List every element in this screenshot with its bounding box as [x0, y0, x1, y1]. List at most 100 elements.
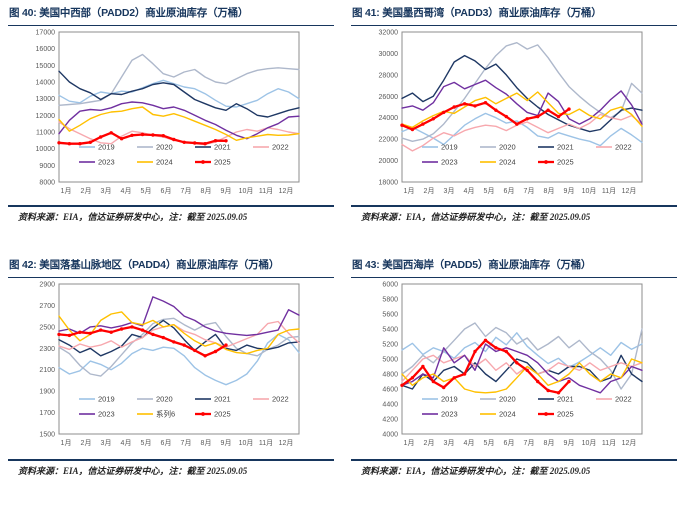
- title-rule: [8, 25, 334, 26]
- svg-text:1月: 1月: [61, 439, 72, 447]
- svg-text:2021: 2021: [557, 395, 574, 404]
- svg-text:4400: 4400: [382, 402, 398, 409]
- svg-text:4月: 4月: [464, 187, 475, 195]
- svg-text:1月: 1月: [61, 187, 72, 195]
- svg-text:1月: 1月: [404, 439, 415, 447]
- svg-text:3月: 3月: [101, 439, 112, 447]
- svg-text:20000: 20000: [379, 158, 399, 165]
- svg-text:2025: 2025: [557, 158, 574, 167]
- line-chart-padd4: 1500 1700 1900 2100 2300 2500 2700 2900 1月 2月 3月 4月…: [39, 282, 300, 447]
- svg-text:2020: 2020: [499, 143, 516, 152]
- line-chart-padd5: 4000 4200 4400 4600 4800 5000 5200 5400 5600 5800…: [382, 282, 643, 447]
- svg-text:26000: 26000: [379, 94, 399, 101]
- svg-text:2025: 2025: [214, 158, 231, 167]
- source-rule: [351, 205, 677, 207]
- source-note: 资料来源：EIA，信达证券研发中心，注：截至 2025.09.05: [361, 466, 591, 476]
- svg-text:18000: 18000: [379, 180, 399, 187]
- svg-text:12月: 12月: [622, 439, 637, 447]
- svg-text:2023: 2023: [98, 410, 115, 419]
- svg-text:2021: 2021: [214, 143, 231, 152]
- svg-text:9月: 9月: [564, 439, 575, 447]
- svg-text:2021: 2021: [214, 395, 231, 404]
- svg-text:2020: 2020: [156, 395, 173, 404]
- svg-text:7月: 7月: [524, 439, 535, 447]
- figure-title: 图 43: 美国西海岸（PADD5）商业原油库存（万桶）: [352, 259, 592, 271]
- svg-text:5200: 5200: [382, 342, 398, 349]
- svg-text:4600: 4600: [382, 387, 398, 394]
- svg-text:2019: 2019: [441, 395, 458, 404]
- svg-text:5月: 5月: [484, 439, 495, 447]
- panel-fig41: 图 41: 美国墨西哥湾（PADD3）商业原油库存（万桶） 18000 20000…: [343, 0, 686, 252]
- panel-fig42: 图 42: 美国落基山脉地区（PADD4）商业原油库存（万桶） 1500 1700…: [0, 252, 343, 505]
- svg-text:8月: 8月: [201, 439, 212, 447]
- panel-fig40: 图 40: 美国中西部（PADD2）商业原油库存（万桶） 8000 9000 100…: [0, 0, 343, 252]
- svg-text:2月: 2月: [424, 187, 435, 195]
- svg-text:13000: 13000: [36, 96, 56, 103]
- svg-text:4月: 4月: [464, 439, 475, 447]
- svg-text:8000: 8000: [39, 180, 55, 187]
- svg-text:2700: 2700: [39, 303, 55, 310]
- svg-text:2023: 2023: [441, 410, 458, 419]
- svg-text:8月: 8月: [544, 439, 555, 447]
- svg-text:2022: 2022: [272, 395, 289, 404]
- line-chart-padd2: 8000 9000 10000 11000 12000 13000 14000 15000 16…: [36, 30, 300, 195]
- svg-text:2022: 2022: [272, 143, 289, 152]
- source-rule: [351, 459, 677, 461]
- svg-text:2023: 2023: [441, 158, 458, 167]
- svg-text:2020: 2020: [156, 143, 173, 152]
- chart-area: 4000 4200 4400 4600 4800 5000 5200 5400 5600 5800…: [351, 281, 677, 458]
- svg-text:30000: 30000: [379, 51, 399, 58]
- svg-text:10月: 10月: [239, 187, 254, 195]
- svg-text:7月: 7月: [524, 187, 535, 195]
- svg-text:5月: 5月: [141, 187, 152, 195]
- svg-text:5月: 5月: [484, 187, 495, 195]
- svg-text:2月: 2月: [424, 439, 435, 447]
- svg-text:12月: 12月: [279, 187, 294, 195]
- svg-text:9月: 9月: [564, 187, 575, 195]
- svg-text:4月: 4月: [121, 187, 132, 195]
- source-note: 资料来源：EIA，信达证券研发中心，注：截至 2025.09.05: [361, 212, 591, 222]
- svg-text:4800: 4800: [382, 372, 398, 379]
- svg-text:6月: 6月: [504, 439, 515, 447]
- svg-text:2月: 2月: [81, 439, 92, 447]
- source-note: 资料来源：EIA，信达证券研发中心，注：截至 2025.09.05: [18, 212, 248, 222]
- svg-text:28000: 28000: [379, 72, 399, 79]
- svg-text:24000: 24000: [379, 115, 399, 122]
- svg-text:9月: 9月: [221, 439, 232, 447]
- title-rule: [8, 277, 334, 278]
- svg-text:3月: 3月: [444, 187, 455, 195]
- svg-text:3月: 3月: [444, 439, 455, 447]
- svg-text:2900: 2900: [39, 282, 55, 289]
- svg-text:10月: 10月: [582, 439, 597, 447]
- svg-text:2500: 2500: [39, 324, 55, 331]
- svg-text:12月: 12月: [279, 439, 294, 447]
- svg-text:6月: 6月: [161, 439, 172, 447]
- svg-text:5月: 5月: [141, 439, 152, 447]
- svg-text:2025: 2025: [557, 410, 574, 419]
- svg-text:2021: 2021: [557, 143, 574, 152]
- svg-text:2022: 2022: [615, 143, 632, 152]
- svg-text:2019: 2019: [441, 143, 458, 152]
- svg-text:6月: 6月: [161, 187, 172, 195]
- svg-text:10000: 10000: [36, 146, 56, 153]
- figure-title: 图 42: 美国落基山脉地区（PADD4）商业原油库存（万桶）: [9, 259, 280, 271]
- svg-text:10月: 10月: [582, 187, 597, 195]
- svg-text:5400: 5400: [382, 327, 398, 334]
- svg-text:11000: 11000: [36, 130, 55, 137]
- svg-text:6000: 6000: [382, 282, 398, 289]
- svg-text:2022: 2022: [615, 395, 632, 404]
- svg-text:2100: 2100: [39, 367, 55, 374]
- svg-text:2023: 2023: [98, 158, 115, 167]
- svg-text:14000: 14000: [36, 80, 56, 87]
- svg-text:11月: 11月: [602, 439, 616, 447]
- svg-text:22000: 22000: [379, 137, 399, 144]
- svg-text:2024: 2024: [156, 158, 173, 167]
- panel-fig43: 图 43: 美国西海岸（PADD5）商业原油库存（万桶） 4000 4200 440…: [343, 252, 686, 505]
- svg-text:5000: 5000: [382, 357, 398, 364]
- svg-text:2025: 2025: [214, 410, 231, 419]
- svg-text:11月: 11月: [259, 187, 273, 195]
- svg-text:1900: 1900: [39, 389, 55, 396]
- svg-text:7月: 7月: [181, 439, 192, 447]
- svg-text:3月: 3月: [101, 187, 112, 195]
